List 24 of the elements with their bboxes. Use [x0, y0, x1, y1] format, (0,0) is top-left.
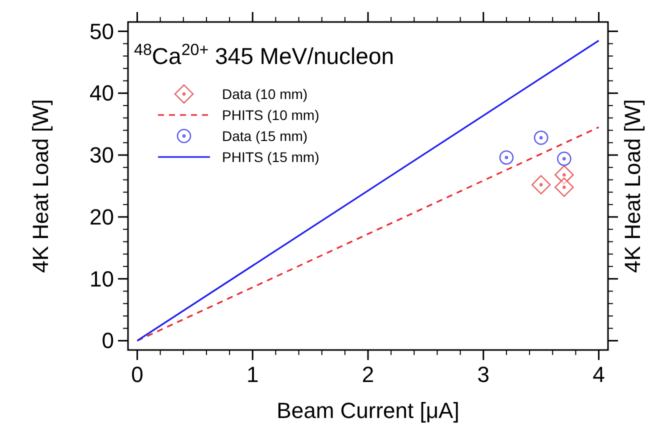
y-tick-label: 10	[90, 266, 114, 292]
legend-label: Data (15 mm)	[222, 128, 308, 144]
x-axis-title: Beam Current [μA]	[276, 398, 460, 423]
y-tick-label: 0	[102, 328, 114, 354]
x-tick-label: 1	[246, 362, 259, 387]
point	[534, 130, 548, 145]
x-tick-label: 0	[131, 362, 144, 387]
x-tick-label: 4	[592, 362, 605, 387]
text: $^{48}$Ca$^{20+}$ 345 MeV/nucleon	[134, 41, 394, 69]
legend-label: PHITS (15 mm)	[222, 149, 320, 165]
y-tick-label: 20	[90, 204, 114, 230]
y-tick-label: 30	[90, 142, 114, 168]
point	[499, 150, 514, 165]
y-axis-title: 4K Heat Load [W]	[28, 99, 53, 273]
point	[554, 178, 574, 197]
x-tick-label: 2	[362, 362, 374, 387]
legend-label: Data (10 mm)	[222, 86, 308, 102]
y2-axis-title: 4K Heat Load [W]	[620, 99, 645, 273]
y-tick-label: 40	[90, 80, 114, 106]
legend-label: PHITS (10 mm)	[222, 107, 320, 123]
y-tick-label: 50	[90, 18, 114, 44]
point	[531, 175, 551, 194]
point	[557, 152, 572, 166]
x-tick-label: 3	[477, 362, 490, 387]
